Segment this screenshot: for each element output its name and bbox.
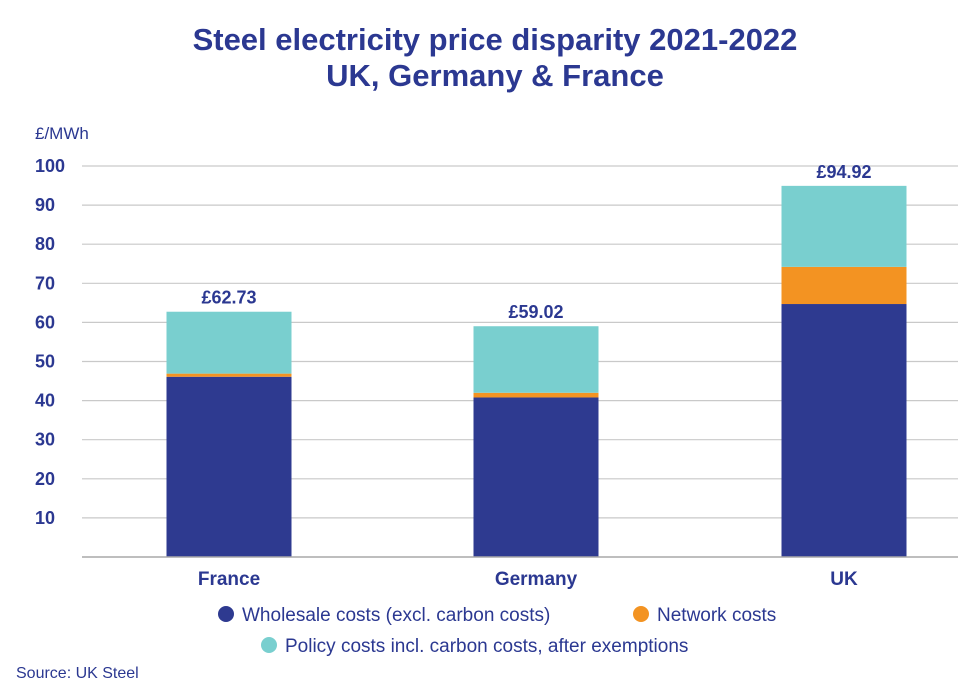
bar-segment [473, 397, 599, 557]
bar-segment [473, 392, 599, 398]
bar-segment [166, 376, 292, 557]
legend-item-wholesale: Wholesale costs (excl. carbon costs) [218, 605, 550, 626]
y-tick-label: 50 [35, 352, 55, 372]
y-tick-label: 80 [35, 234, 55, 254]
x-tick-label: France [198, 569, 260, 590]
chart-title-line-1: Steel electricity price disparity 2021-2… [193, 22, 798, 57]
total-label: £62.73 [201, 288, 256, 308]
y-axis-unit: £/MWh [35, 124, 89, 143]
bar-segment [781, 266, 907, 305]
bars [166, 185, 907, 557]
total-labels: £62.73 £59.02 £94.92 [201, 162, 871, 322]
legend-label-policy: Policy costs incl. carbon costs, after e… [285, 636, 688, 657]
x-tick-label: Germany [495, 569, 578, 590]
total-label: £59.02 [508, 302, 563, 322]
y-tick-label: 10 [35, 508, 55, 528]
legend-marker-wholesale [218, 606, 234, 622]
source-note: Source: UK Steel [16, 665, 139, 682]
y-tick-labels: 10 20 30 40 50 60 70 80 90 100 [35, 156, 65, 528]
y-tick-label: 40 [35, 391, 55, 411]
legend-marker-network [633, 606, 649, 622]
bar-segment [781, 185, 907, 267]
y-tick-label: 90 [35, 195, 55, 215]
legend-item-network: Network costs [633, 605, 776, 626]
bar-segment [166, 311, 292, 374]
legend-label-network: Network costs [657, 605, 776, 626]
bar-segment [781, 304, 907, 557]
y-tick-label: 100 [35, 156, 65, 176]
chart-title-line-2: UK, Germany & France [326, 58, 664, 93]
x-tick-labels: France Germany UK [198, 569, 858, 590]
y-tick-label: 60 [35, 312, 55, 332]
legend-marker-policy [261, 637, 277, 653]
x-tick-label: UK [830, 569, 858, 590]
legend-label-wholesale: Wholesale costs (excl. carbon costs) [242, 605, 550, 626]
total-label: £94.92 [816, 162, 871, 182]
legend: Wholesale costs (excl. carbon costs) Net… [218, 605, 776, 657]
bar-segment [473, 326, 599, 393]
y-tick-label: 70 [35, 273, 55, 293]
y-tick-label: 30 [35, 430, 55, 450]
legend-item-policy: Policy costs incl. carbon costs, after e… [261, 636, 688, 657]
bar-segment [166, 373, 292, 377]
y-tick-label: 20 [35, 469, 55, 489]
